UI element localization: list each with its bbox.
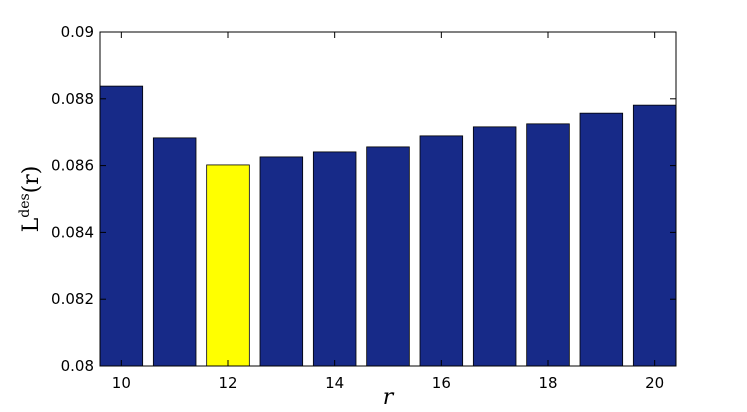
x-tick-label: 10 <box>112 374 131 392</box>
x-tick-label: 14 <box>325 374 344 392</box>
bar <box>632 104 677 367</box>
y-tick-label: 0.08 <box>61 357 94 375</box>
bar <box>259 156 304 367</box>
bar <box>99 85 144 367</box>
x-axis-label: r <box>383 385 395 410</box>
y-tick-label: 0.082 <box>51 290 94 308</box>
bar <box>312 151 357 367</box>
bar <box>419 135 464 367</box>
x-tick-label: 20 <box>645 374 664 392</box>
bar <box>206 164 250 367</box>
bar <box>366 146 410 367</box>
y-label-arg: (r) <box>19 166 44 194</box>
bar <box>152 137 197 367</box>
y-axis-label: Ldes(r) <box>17 166 44 233</box>
bar <box>579 112 624 367</box>
x-tick-label: 16 <box>432 374 451 392</box>
y-tick-label: 0.088 <box>51 90 94 108</box>
axes-box <box>99 31 677 367</box>
y-tick-label: 0.086 <box>51 157 94 175</box>
y-tick-label: 0.09 <box>61 23 94 41</box>
x-tick-label: 12 <box>218 374 237 392</box>
y-label-base: L <box>19 217 44 232</box>
x-tick-label: 18 <box>538 374 557 392</box>
y-label-sup: des <box>17 193 33 217</box>
bar <box>472 126 517 367</box>
y-tick-label: 0.084 <box>51 223 94 241</box>
bar <box>526 123 570 367</box>
